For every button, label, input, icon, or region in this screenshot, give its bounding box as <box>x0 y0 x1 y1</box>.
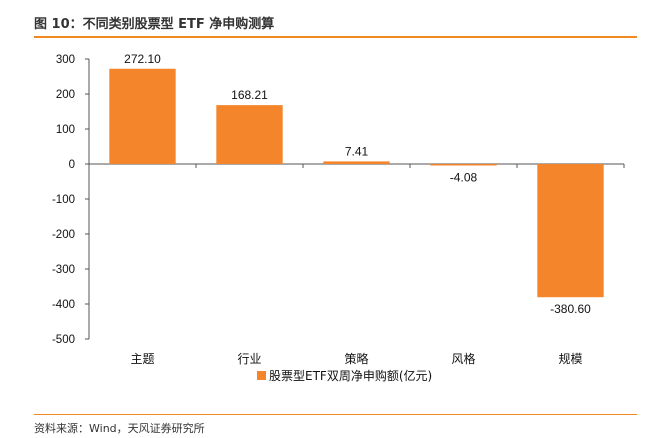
bar-5 <box>537 164 604 298</box>
y-tick-label: 0 <box>69 159 75 171</box>
y-tick-label: 300 <box>56 54 75 66</box>
y-tick-label: -300 <box>52 264 75 276</box>
category-label-1: 主题 <box>130 352 154 366</box>
category-label-4: 风格 <box>451 351 475 366</box>
bars <box>109 68 604 298</box>
category-label-5: 规模 <box>558 351 582 366</box>
category-labels: 主题 行业 策略 风格 规模 <box>130 351 582 366</box>
bar-2 <box>216 105 283 164</box>
figure-title: 图 10：不同类别股票型 ETF 净申购测算 <box>34 17 275 32</box>
data-label-5: -380.60 <box>550 302 591 316</box>
y-tick-label: -100 <box>52 194 75 206</box>
bar-3 <box>323 161 390 164</box>
y-tick-label: 100 <box>56 124 75 136</box>
data-label-4: -4.08 <box>450 171 478 185</box>
legend-label: 股票型ETF双周净申购额(亿元) <box>269 368 432 383</box>
source-note: 资料来源：Wind，天风证券研究所 <box>34 422 205 435</box>
category-label-3: 策略 <box>344 351 368 366</box>
data-label-2: 168.21 <box>231 88 268 102</box>
footer-rule <box>34 414 637 415</box>
y-tick-label: -200 <box>52 229 75 241</box>
data-labels: 272.10 168.21 7.41 -4.08 -380.60 <box>124 52 591 316</box>
data-label-1: 272.10 <box>124 52 161 66</box>
y-tick-label: 200 <box>56 89 75 101</box>
bar-4 <box>430 164 497 166</box>
data-label-3: 7.41 <box>345 144 369 158</box>
y-tick-label: -500 <box>52 334 75 346</box>
title-rule <box>34 36 637 38</box>
y-tick-label: -400 <box>52 299 75 311</box>
legend: 股票型ETF双周净申购额(亿元) <box>257 368 432 383</box>
bar-1 <box>109 68 176 164</box>
category-label-2: 行业 <box>237 352 261 366</box>
legend-swatch <box>257 371 266 380</box>
